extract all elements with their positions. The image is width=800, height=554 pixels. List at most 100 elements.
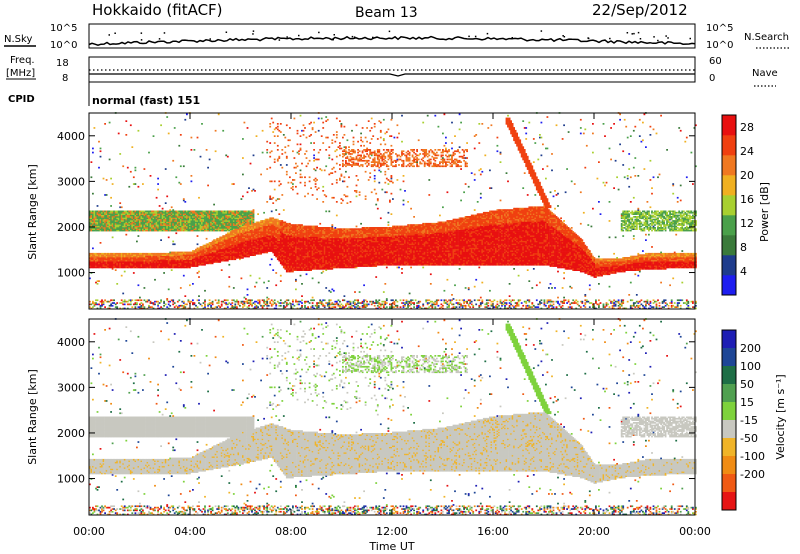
- power-cell: [263, 250, 265, 252]
- power-cell: [304, 127, 306, 129]
- power-cell: [152, 262, 155, 265]
- power-cell: [184, 262, 187, 265]
- power-cell: [229, 214, 232, 217]
- power-cell: [96, 210, 99, 213]
- power-cell: [275, 236, 278, 239]
- power-cell: [216, 302, 219, 304]
- power-cell: [132, 261, 135, 263]
- power-cell: [245, 248, 247, 251]
- power-cell: [273, 236, 276, 239]
- power-cell: [272, 236, 275, 239]
- power-cell: [98, 280, 100, 282]
- power-cell: [237, 216, 240, 218]
- power-cell: [220, 246, 223, 248]
- power-cell: [199, 252, 202, 255]
- power-cell: [231, 242, 234, 244]
- power-cell: [264, 242, 267, 244]
- power-cell: [266, 222, 269, 225]
- power-cell: [173, 263, 176, 266]
- power-cell: [154, 300, 156, 303]
- power-cell: [149, 213, 152, 215]
- power-cell: [220, 252, 223, 255]
- power-cell: [301, 283, 303, 285]
- power-cell: [167, 236, 170, 239]
- power-cell: [228, 247, 231, 250]
- power-cell: [132, 211, 135, 214]
- power-cell: [261, 299, 264, 302]
- power-cell: [237, 224, 240, 226]
- power-cell: [99, 213, 102, 215]
- power-cell: [119, 229, 122, 232]
- power-cell: [139, 224, 141, 226]
- power-cell: [111, 254, 114, 256]
- power-cell: [155, 262, 158, 265]
- power-cell: [276, 123, 279, 125]
- power-cell: [223, 225, 226, 228]
- power-cell: [251, 251, 253, 254]
- power-cell: [101, 217, 103, 220]
- power-cell: [207, 210, 209, 213]
- power-cell: [114, 210, 117, 213]
- power-cell: [119, 258, 122, 261]
- power-cell: [126, 261, 129, 263]
- power-cell: [146, 218, 149, 221]
- power-cell: [179, 217, 182, 220]
- power-cell: [278, 155, 281, 158]
- power-cell: [114, 303, 117, 306]
- power-cell: [231, 306, 234, 308]
- power-cell: [123, 270, 126, 273]
- power-cell: [242, 224, 244, 226]
- power-cell: [266, 248, 269, 251]
- power-cell: [89, 218, 91, 221]
- power-cell: [113, 265, 115, 267]
- power-cell: [236, 228, 238, 230]
- power-cell: [196, 229, 199, 232]
- power-cell: [249, 233, 252, 236]
- power-cell: [123, 258, 126, 261]
- power-cell: [89, 211, 91, 214]
- power-cell: [119, 211, 122, 214]
- power-cell: [136, 259, 138, 262]
- power-cell: [166, 229, 169, 232]
- power-cell: [229, 233, 232, 236]
- power-cell: [201, 251, 203, 254]
- power-cell: [239, 257, 241, 259]
- power-cell: [172, 257, 175, 259]
- power-cell: [226, 233, 229, 236]
- power-cell: [123, 211, 126, 214]
- power-cell: [195, 224, 197, 226]
- nsky-dot: [278, 39, 281, 41]
- power-cell: [207, 220, 209, 222]
- power-cell: [126, 225, 129, 228]
- power-cell: [217, 218, 220, 221]
- power-cell: [216, 227, 219, 229]
- power-cell: [205, 258, 208, 261]
- power-cell: [154, 303, 156, 306]
- power-cell: [120, 218, 123, 221]
- power-cell: [272, 217, 275, 220]
- power-cell: [198, 211, 200, 214]
- power-cell: [199, 229, 202, 232]
- power-cell: [236, 307, 238, 310]
- power-cell: [279, 164, 282, 166]
- power-cell: [269, 195, 272, 198]
- power-cell: [143, 225, 146, 228]
- power-cell: [255, 250, 258, 252]
- power-cell: [234, 216, 237, 218]
- power-cell: [222, 248, 225, 251]
- power-cell: [193, 218, 196, 221]
- power-cell: [96, 265, 99, 267]
- power-cell: [122, 292, 125, 295]
- power-cell: [228, 243, 231, 246]
- power-cell: [249, 303, 252, 306]
- power-cell: [281, 149, 284, 151]
- power-cell: [242, 244, 244, 247]
- power-cell: [255, 237, 258, 240]
- power-cell: [239, 235, 241, 237]
- power-cell: [137, 306, 140, 308]
- power-cells: [89, 112, 697, 310]
- power-cell: [110, 304, 112, 307]
- power-cell: [161, 207, 164, 210]
- power-cell: [223, 302, 226, 304]
- power-cell: [104, 123, 106, 125]
